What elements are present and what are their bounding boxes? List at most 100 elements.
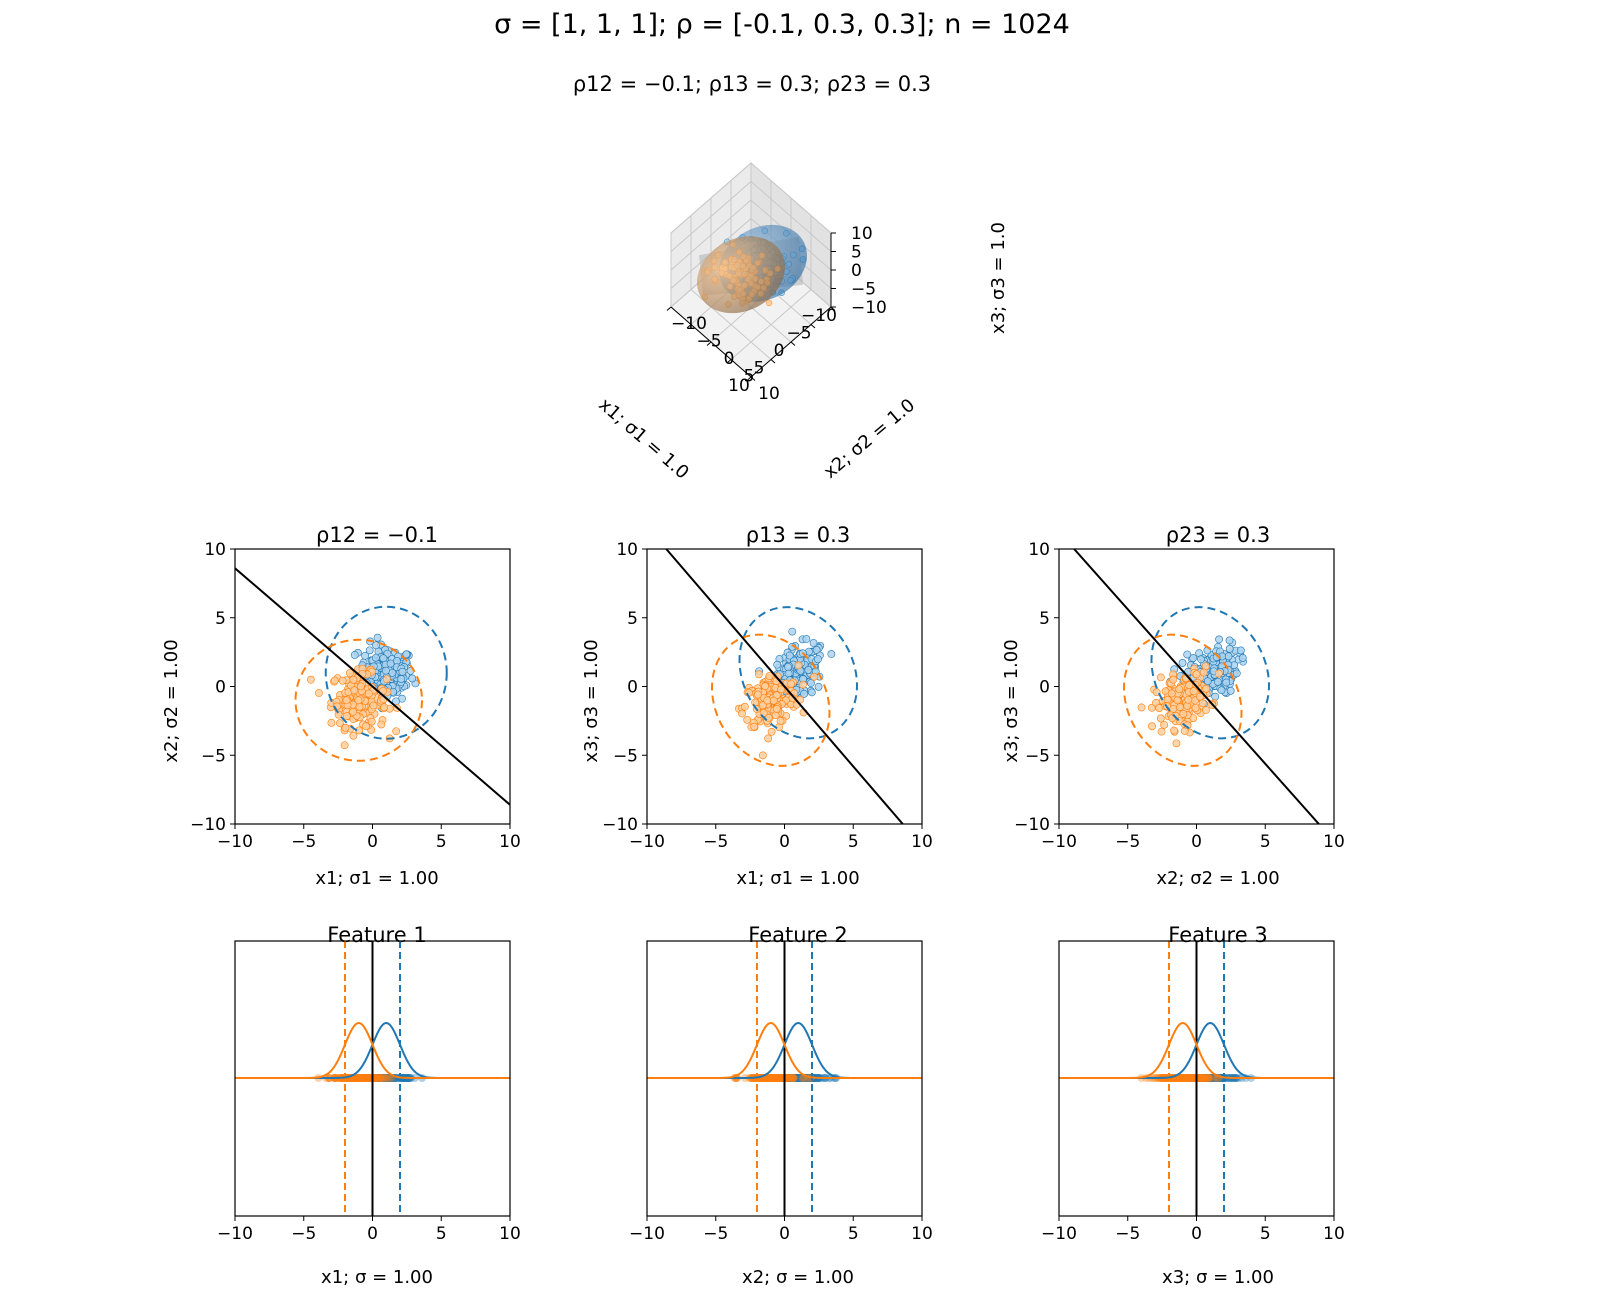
scatter-rho12-xlabel: x1; σ1 = 1.00 [315, 868, 438, 889]
strip-point-blue [1204, 1074, 1213, 1082]
strip-point-blue [791, 1074, 800, 1082]
strip-point-orange [357, 1074, 366, 1082]
strip-point-blue [373, 1074, 382, 1082]
scatter-point-blue [1212, 653, 1221, 662]
strip-point-blue [797, 1074, 806, 1082]
scatter-point-orange [377, 720, 386, 729]
strip-point-blue [1199, 1074, 1208, 1082]
scatter-point-orange [1214, 669, 1223, 678]
y-tick-label: −5 [613, 746, 638, 766]
strip-point-orange [377, 1074, 386, 1082]
strip-point-orange [359, 1074, 368, 1082]
strip-point-orange [1177, 1074, 1186, 1082]
x1-tick [830, 306, 836, 311]
scatter-point-orange [1156, 714, 1165, 723]
strip-point-blue [378, 1074, 387, 1082]
strip-point-orange [1179, 1074, 1188, 1082]
strip-point-blue [1209, 1074, 1218, 1082]
strip-point-blue [1203, 1074, 1212, 1082]
strip-point-blue [381, 1074, 390, 1082]
strip-point-orange [772, 1074, 781, 1082]
scatter-point-blue [371, 653, 380, 662]
strip-point-orange [1175, 1074, 1184, 1082]
strip-point-orange [351, 1074, 360, 1082]
panel-scatter-rho12: ρ12 = −0.1 x1; σ1 = 1.00 x2; σ2 = 1.00 −… [161, 523, 521, 889]
strip-point-orange [777, 1074, 786, 1082]
strip-point-blue [774, 1074, 783, 1082]
scatter-point-blue [408, 674, 417, 683]
strip-point-blue [1204, 1074, 1213, 1082]
strip-point-blue [378, 1074, 387, 1082]
strip-point-orange [1182, 1074, 1191, 1082]
strip-point-blue [784, 1074, 793, 1082]
ellipse-orange [1123, 633, 1243, 767]
strip-point-blue [375, 1074, 384, 1082]
strip-point-orange [361, 1074, 370, 1082]
strip-point-orange [1203, 1074, 1212, 1082]
strip-point-orange [764, 1074, 773, 1082]
strip-point-blue [784, 1074, 793, 1082]
scatter-point-blue [373, 633, 382, 642]
scatter-point-orange [362, 722, 370, 731]
scatter-point-blue [800, 689, 808, 698]
scatter-point-orange [341, 723, 350, 732]
strip-point-orange [765, 1074, 774, 1082]
strip-point-blue [789, 1074, 798, 1082]
scatter-point-orange [1160, 720, 1169, 729]
x-tick-label: 10 [911, 832, 933, 852]
strip-point-blue [1204, 1074, 1213, 1082]
strip-point-blue [1200, 1074, 1209, 1082]
strip-point-orange [1183, 1074, 1192, 1082]
scatter-point-orange [767, 727, 776, 736]
strip-point-orange [1196, 1074, 1205, 1082]
density-curve-orange [647, 1021, 922, 1079]
strip-point-blue [372, 1074, 381, 1082]
strip-point-orange [353, 1074, 362, 1082]
scatter-point-orange [356, 682, 365, 691]
strip-point-orange [1186, 1074, 1195, 1082]
strip-point-orange [355, 1074, 364, 1082]
strip-point-orange [784, 1074, 793, 1082]
strip-point-orange [1184, 1074, 1193, 1082]
x3-tick-label: 0 [851, 261, 862, 281]
grid-line [730, 289, 812, 360]
strip-point-orange [1197, 1074, 1206, 1082]
strip-point-orange [351, 1074, 360, 1082]
grid-line [750, 162, 832, 234]
scatter-point-orange [776, 717, 785, 725]
strip-point-blue [1202, 1074, 1211, 1082]
strip-point-blue [374, 1074, 383, 1082]
x-tick-label: −10 [217, 832, 253, 852]
x3-tick-label: −5 [851, 280, 876, 300]
scatter-point-blue [1222, 678, 1231, 687]
strip-point-orange [1189, 1074, 1198, 1082]
strip-point-orange [765, 1074, 774, 1082]
scatter-point-blue [350, 651, 359, 659]
strip-point-orange [776, 1074, 785, 1082]
x-tick-label: −10 [217, 1224, 253, 1244]
scatter-point-blue [1238, 654, 1247, 662]
strip-point-blue [1206, 1074, 1215, 1082]
strip-point-blue [363, 1074, 372, 1082]
scatter-point-blue [1215, 635, 1223, 644]
strip-point-orange [777, 1074, 786, 1082]
strip-point-orange [1183, 1074, 1192, 1082]
scatter-point-orange [1198, 699, 1207, 708]
strip-point-blue [372, 1074, 381, 1082]
scatter-point-orange [1169, 675, 1178, 684]
strip-point-orange [1200, 1074, 1209, 1082]
strip-point-blue [363, 1074, 372, 1082]
strip-point-orange [770, 1074, 779, 1082]
decision-boundary [665, 549, 904, 824]
x1-tick-label: −10 [801, 306, 837, 326]
strip-point-orange [355, 1074, 364, 1082]
x2-tick-label: 5 [744, 367, 755, 387]
scatter-point-blue [1225, 636, 1234, 645]
strip-point-blue [794, 1074, 803, 1082]
scatter-point-orange [306, 675, 315, 684]
x3-tick-label: 5 [851, 243, 862, 263]
scatter-point-blue [785, 651, 794, 660]
x1-tick [790, 341, 796, 346]
scatter-rho13-xlabel: x1; σ1 = 1.00 [736, 868, 859, 889]
strip-point-blue [797, 1074, 806, 1082]
